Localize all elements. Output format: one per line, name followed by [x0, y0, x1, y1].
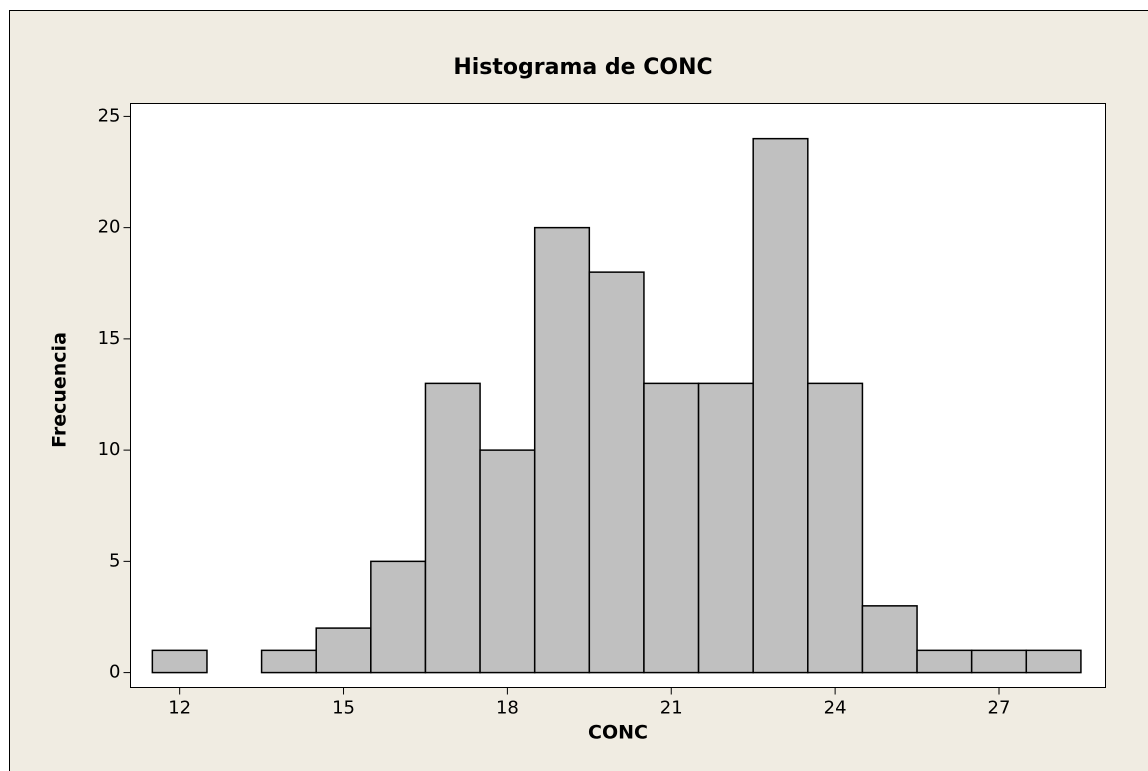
bar [970, 649, 1028, 674]
x-tick-label: 24 [824, 698, 847, 719]
bar [752, 137, 809, 674]
chart-title: Histograma de CONC [453, 55, 712, 80]
bar [370, 560, 427, 674]
y-tick-label: 0 [109, 662, 120, 683]
bar [807, 382, 864, 674]
bar [588, 271, 645, 674]
bar [315, 627, 372, 674]
bar [479, 449, 536, 674]
y-tick-label: 15 [98, 328, 121, 349]
bar [643, 382, 700, 674]
y-tick-label: 20 [98, 217, 121, 238]
y-tick-label: 5 [109, 550, 120, 571]
bar [260, 649, 317, 674]
y-axis-label: Frecuencia [49, 332, 71, 448]
x-tick-label: 21 [660, 698, 683, 719]
x-tick-label: 18 [496, 698, 519, 719]
x-tick-label: 15 [332, 698, 355, 719]
bar [424, 382, 481, 674]
bar [1025, 649, 1082, 674]
bar [697, 382, 754, 674]
bar [861, 605, 918, 674]
y-tick-label: 25 [98, 105, 121, 126]
x-tick-label: 27 [988, 698, 1011, 719]
bar [151, 649, 208, 674]
bar [916, 649, 973, 674]
y-tick-label: 10 [98, 439, 121, 460]
x-tick-label: 12 [168, 698, 191, 719]
x-axis-label: CONC [588, 722, 648, 744]
bar [533, 226, 591, 674]
